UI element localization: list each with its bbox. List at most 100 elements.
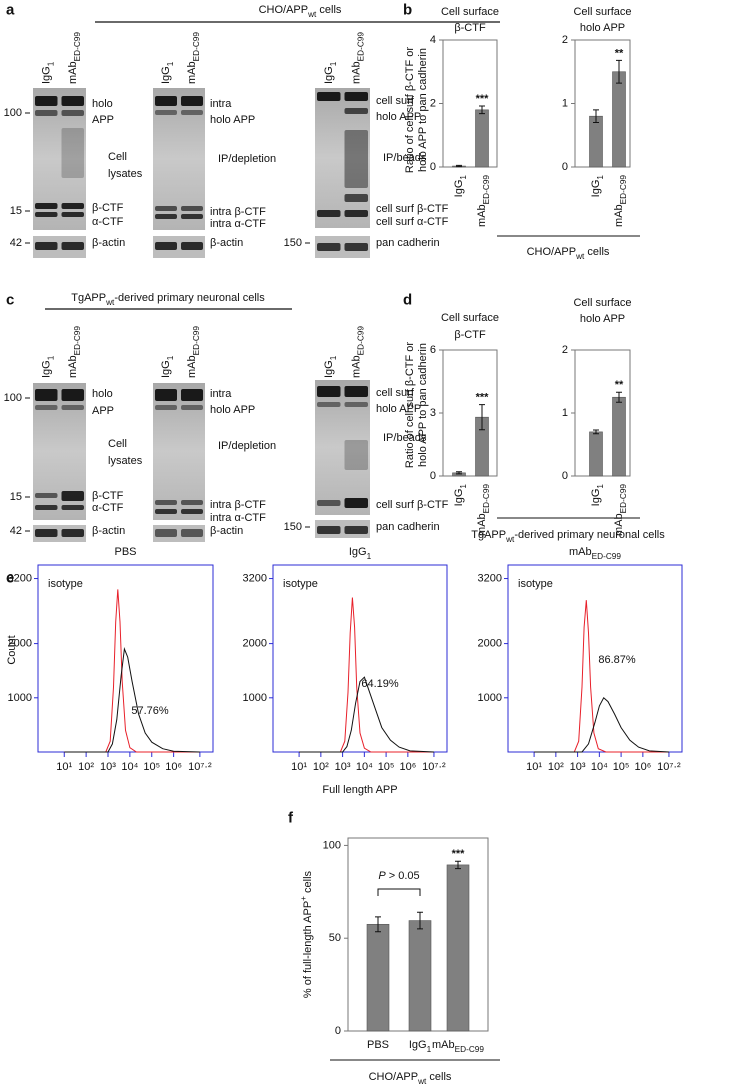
bar (612, 396, 626, 477)
chart-title: holo APP (580, 22, 625, 34)
chart-title: mAbED-C99 (569, 546, 621, 561)
band-label: cell surf α-CTF (376, 216, 449, 228)
y-axis-label: Ratio of cell surf β-CTF or (404, 342, 416, 468)
comparison-label-part: > 0.05 (386, 870, 420, 882)
x-tick-label-part: IgG (453, 489, 465, 507)
band-label: holo (92, 98, 113, 110)
bar (612, 71, 626, 168)
lane-label: IgG1 (160, 61, 175, 84)
band-label: holo APP (210, 114, 255, 126)
lane-label-part: IgG (160, 66, 172, 84)
x-tick-label-part: ED-C99 (482, 484, 491, 514)
x-tick-label: 10² (313, 761, 329, 773)
blot-band (61, 405, 84, 410)
y-axis-label: holo APP to pan cadherin (417, 48, 429, 172)
y-axis-label: holo APP to pan cadherin (417, 343, 429, 467)
blot-strip (315, 236, 370, 258)
band-label: APP (92, 405, 114, 417)
x-tick-label-part: mAb (476, 513, 488, 536)
y-tick-label: 2 (562, 344, 568, 356)
plot-frame (442, 349, 498, 477)
blot-band (61, 128, 84, 178)
band-label: intra α-CTF (210, 218, 266, 230)
lane-label-part: 1 (46, 61, 55, 66)
band-label: IP/beads (383, 432, 427, 444)
blot-band (155, 405, 177, 410)
y-tick-label: 0 (562, 470, 568, 482)
error-bar (417, 911, 423, 930)
blot-band (155, 214, 177, 219)
panel-letter: e (6, 570, 14, 587)
y-tick-label: 0 (430, 161, 436, 173)
y-tick-label: 3200 (478, 573, 502, 585)
lane-label: IgG1 (160, 355, 175, 378)
group-label-part: wt (505, 535, 515, 544)
panel-header-part: -derived primary neuronal cells (114, 292, 265, 304)
x-tick-label: IgG1 (453, 175, 468, 198)
size-marker: 100 (4, 392, 22, 404)
lane-label-part: mAb (186, 61, 198, 84)
blot-band (317, 243, 341, 251)
blot-band (61, 203, 84, 209)
blot-band (181, 529, 203, 537)
blot-band (35, 493, 58, 498)
blot-band (35, 242, 58, 250)
blot-band (317, 402, 341, 407)
group-label: CHO/APPwt cells (369, 1071, 452, 1086)
x-tick-label-part: ED-C99 (619, 175, 628, 205)
panel-header: TgAPPwt-derived primary neuronal cells (71, 292, 265, 307)
plot-frame (272, 564, 448, 753)
error-bar (456, 164, 462, 168)
blot-band (344, 108, 368, 114)
error-bar (616, 391, 622, 403)
gate-label: isotype (48, 578, 83, 590)
x-axis-label: Full length APP (322, 784, 397, 796)
blot-band (61, 96, 84, 106)
y-tick-label: 3200 (8, 573, 32, 585)
y-tick-label: 2000 (8, 638, 32, 650)
x-tick-label: 10¹ (56, 761, 72, 773)
x-tick-label-part: 1 (459, 175, 468, 180)
panel-letter: b (403, 2, 412, 19)
y-tick-label: 6 (430, 344, 436, 356)
group-label-part: wt (417, 1077, 427, 1086)
significance: ** (615, 47, 624, 59)
lane-label-part: 1 (166, 61, 175, 66)
y-tick-label: 1 (562, 98, 568, 110)
x-tick-label-part: IgG (590, 180, 602, 198)
y-tick-label: 0 (335, 1025, 341, 1037)
chart-title: holo APP (580, 313, 625, 325)
panel-letter: a (6, 2, 15, 19)
x-tick-label: 10¹ (526, 761, 542, 773)
blot-strip (153, 236, 205, 258)
x-tick-label: mAbED-C99 (613, 484, 628, 536)
y-tick-label: 2 (430, 98, 436, 110)
group-label-part: CHO/APP (369, 1071, 419, 1083)
group-label-part: cells (426, 1071, 452, 1083)
x-tick-label: IgG1 (590, 175, 605, 198)
x-tick-label-part: ED-C99 (455, 1045, 485, 1054)
plot-frame (442, 39, 498, 168)
chart-title: β-CTF (454, 22, 486, 34)
blot-band (181, 214, 203, 219)
panel-header: CHO/APPwt cells (259, 4, 342, 19)
blot-band (317, 92, 341, 101)
band-label: cell surf (376, 387, 415, 399)
x-tick-label: 10⁷·² (422, 761, 446, 773)
x-tick-label-part: ED-C99 (482, 175, 491, 205)
blot-band (317, 386, 341, 397)
blot-band (155, 110, 177, 115)
x-tick-label: mAbED-C99 (613, 175, 628, 227)
panel-header-part: TgAPP (71, 292, 106, 304)
blot-band (35, 96, 58, 106)
group-label-part: -derived primary neuronal cells (514, 529, 665, 541)
x-tick-label: IgG1 (453, 484, 468, 507)
x-tick-label-part: 1 (459, 484, 468, 489)
band-label: cell surf β-CTF (376, 203, 449, 215)
lane-label-part: 1 (329, 61, 338, 66)
x-tick-label: 10⁵ (143, 761, 160, 773)
lane-label: mAbED-C99 (350, 326, 365, 378)
lane-label-part: mAb (67, 61, 79, 84)
chart-title-part: ED-C99 (592, 552, 622, 561)
panel-header-part: cells (316, 4, 342, 16)
